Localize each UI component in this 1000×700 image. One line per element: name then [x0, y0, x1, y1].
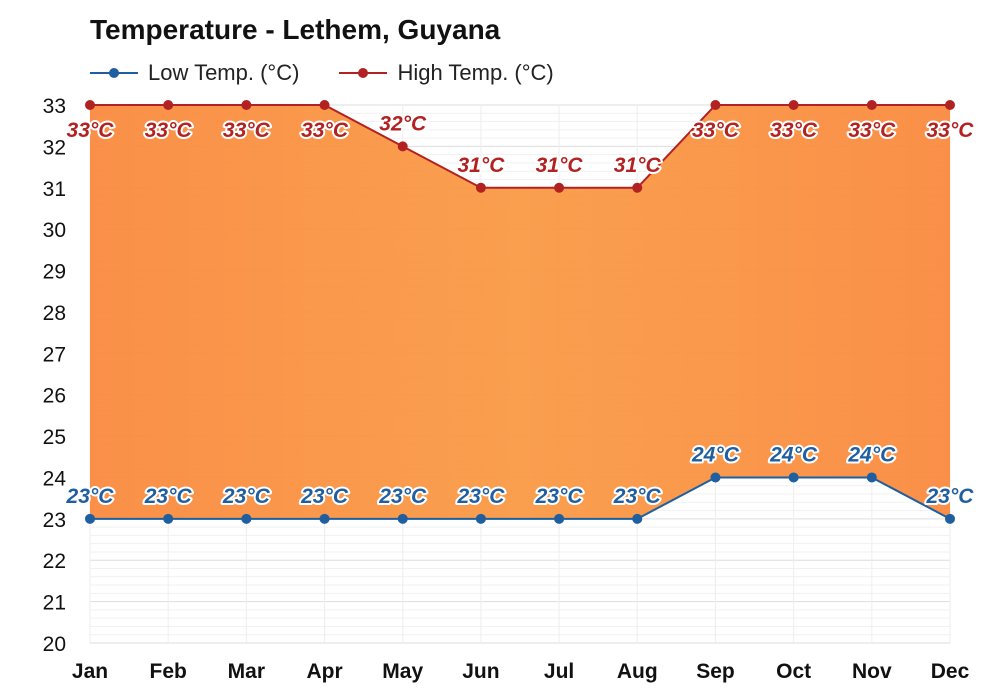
high-temp-point: [397, 141, 408, 152]
high-temp-point: [475, 182, 486, 193]
low-temp-data-label: 23°C: [613, 485, 662, 508]
low-temp-data-label: 23°C: [456, 485, 505, 508]
high-temp-point: [85, 100, 95, 110]
y-tick-label: 32: [43, 136, 66, 159]
low-temp-point: [554, 513, 565, 524]
high-temp-data-label: 33°C: [692, 119, 740, 142]
low-temp-data-label: 24°C: [847, 443, 896, 466]
y-tick-label: 26: [43, 385, 66, 408]
high-temp-point: [319, 100, 330, 110]
y-tick-label: 29: [43, 261, 66, 284]
low-temp-data-label: 24°C: [691, 443, 740, 466]
high-temp-data-label: 32°C: [379, 112, 427, 135]
legend-label-high: High Temp. (°C): [397, 60, 554, 85]
low-temp-data-label: 24°C: [769, 443, 818, 466]
y-tick-label: 21: [43, 592, 66, 615]
high-temp-data-label: 33°C: [927, 119, 975, 142]
high-temp-data-label: 33°C: [145, 119, 193, 142]
legend: Low Temp. (°C) High Temp. (°C): [90, 60, 554, 86]
y-tick-label: 31: [43, 178, 66, 201]
x-tick-label: Oct: [776, 660, 811, 683]
low-temp-point: [163, 513, 174, 524]
x-tick-label: Jun: [462, 660, 499, 683]
high-temp-point: [866, 100, 877, 110]
high-temp-data-label: 33°C: [67, 119, 115, 142]
high-temp-data-label: 31°C: [457, 154, 505, 177]
low-temp-line: [90, 476, 951, 520]
y-tick-label: 28: [43, 302, 66, 325]
y-tick-label: 33: [43, 95, 66, 118]
low-temp-point: [475, 513, 486, 524]
y-tick-label: 25: [43, 426, 66, 449]
y-tick-label: 30: [43, 219, 66, 242]
low-temp-point: [945, 513, 955, 524]
low-temp-data-label: 23°C: [300, 485, 349, 508]
x-tick-label: Sep: [696, 660, 735, 683]
low-temp-point: [397, 513, 408, 524]
y-tick-label: 22: [43, 550, 66, 573]
high-temp-data-label: 31°C: [614, 154, 662, 177]
high-temp-point: [710, 100, 721, 110]
y-tick-label: 20: [43, 633, 66, 656]
high-temp-data-label: 31°C: [536, 154, 584, 177]
high-temp-data-label: 33°C: [223, 119, 271, 142]
x-tick-label: Jan: [72, 660, 108, 683]
high-temp-point: [788, 100, 799, 110]
temperature-range-band: [90, 105, 950, 519]
x-tick-label: May: [382, 660, 423, 683]
x-tick-label: Dec: [931, 660, 970, 683]
x-tick-label: Jul: [544, 660, 574, 683]
low-temp-point: [85, 513, 95, 524]
legend-item-high[interactable]: High Temp. (°C): [339, 60, 554, 86]
legend-item-low[interactable]: Low Temp. (°C): [90, 60, 299, 86]
x-tick-label: Mar: [228, 660, 265, 683]
low-temp-data-label: 23°C: [926, 485, 975, 508]
x-tick-label: Feb: [150, 660, 187, 683]
high-temp-point: [632, 182, 643, 193]
legend-label-low: Low Temp. (°C): [148, 60, 300, 85]
high-temp-point: [163, 100, 174, 110]
low-temp-data-label: 23°C: [222, 485, 271, 508]
x-tick-label: Apr: [306, 660, 342, 683]
high-temp-data-label: 33°C: [301, 119, 349, 142]
high-temp-data-label: 33°C: [770, 119, 818, 142]
x-tick-label: Aug: [617, 660, 658, 683]
low-temp-point: [788, 472, 799, 483]
y-tick-label: 23: [43, 509, 66, 532]
low-temp-point: [866, 472, 877, 483]
y-tick-label: 24: [43, 467, 67, 490]
high-temp-point: [554, 182, 565, 193]
low-temp-point: [319, 513, 330, 524]
low-temp-data-label: 23°C: [535, 485, 584, 508]
low-temp-data-label: 23°C: [378, 485, 427, 508]
low-temp-point: [710, 472, 721, 483]
chart-title: Temperature - Lethem, Guyana: [90, 14, 501, 45]
low-temp-data-label: 23°C: [144, 485, 193, 508]
high-temp-point: [241, 100, 252, 110]
high-temp-data-label: 33°C: [848, 119, 896, 142]
x-tick-label: Nov: [852, 660, 892, 683]
legend-swatch-low: [90, 66, 138, 80]
y-tick-label: 27: [43, 343, 66, 366]
low-temp-point: [241, 513, 252, 524]
high-temp-line: [90, 104, 950, 189]
legend-swatch-high: [339, 66, 388, 80]
low-temp-point: [632, 513, 643, 524]
low-temp-data-label: 23°C: [66, 485, 115, 508]
high-temp-point: [945, 100, 955, 110]
